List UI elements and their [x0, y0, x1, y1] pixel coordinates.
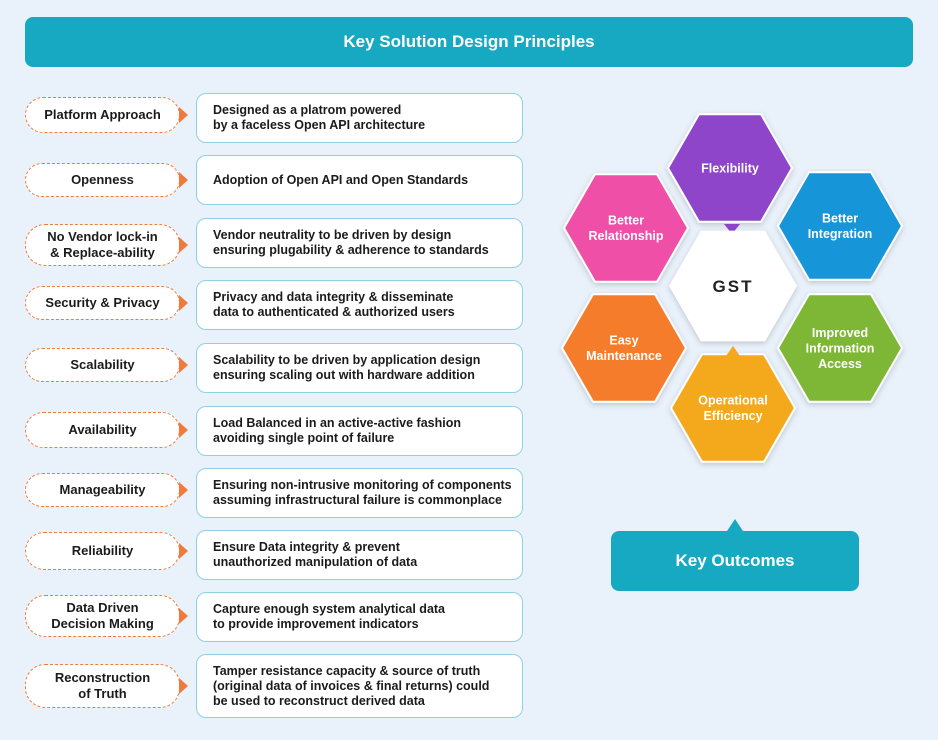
hexagon-label: Operational Efficiency	[698, 394, 767, 424]
principle-description: Scalability to be driven by application …	[213, 353, 481, 382]
principle-name: Data Driven Decision Making	[51, 600, 154, 631]
principle-description: Adoption of Open API and Open Standards	[213, 172, 469, 187]
outcome-hexagon	[777, 293, 903, 403]
principle-description-box: Adoption of Open API and Open Standards	[196, 155, 523, 205]
arrow-right-icon	[179, 295, 188, 311]
principle-description-box: Privacy and data integrity & disseminate…	[196, 280, 523, 330]
outcome-hexagon	[563, 173, 689, 283]
hexagon-label: GST	[713, 277, 754, 296]
principle-label: No Vendor lock-in & Replace-ability	[25, 224, 180, 266]
principle-description: Capture enough system analytical data to…	[213, 602, 446, 631]
principle-description-box: Tamper resistance capacity & source of t…	[196, 654, 523, 718]
outcomes-hexagon-diagram: Flexibility Better Integration Improved Info…	[561, 113, 903, 463]
principle-label: Platform Approach	[25, 97, 180, 133]
principle-description: Tamper resistance capacity & source of t…	[213, 663, 490, 708]
principle-description-box: Load Balanced in an active-active fashio…	[196, 406, 523, 456]
principle-description-box: Ensuring non-intrusive monitoring of com…	[196, 468, 523, 518]
outcome-hexagon	[777, 171, 903, 281]
principle-label: Security & Privacy	[25, 286, 180, 320]
principle-name: Scalability	[70, 357, 135, 372]
principle-label: Manageability	[25, 473, 180, 507]
principle-name: Openness	[71, 172, 134, 187]
key-outcomes-title: Key Outcomes	[675, 551, 795, 570]
outcome-hexagon	[670, 353, 796, 463]
outcomes-pointer	[727, 519, 743, 531]
arrow-right-icon	[179, 237, 188, 253]
center-hexagon	[669, 230, 797, 342]
arrow-right-icon	[179, 678, 188, 694]
principle-description-box: Designed as a platrom powered by a facel…	[196, 93, 523, 143]
principle-name: Availability	[68, 422, 137, 437]
principle-description: Ensuring non-intrusive monitoring of com…	[213, 478, 512, 507]
outcome-hexagon	[667, 113, 793, 223]
pointer-down-icon	[724, 224, 740, 234]
arrow-right-icon	[179, 172, 188, 188]
principle-description: Load Balanced in an active-active fashio…	[213, 416, 461, 445]
principle-name: Security & Privacy	[45, 295, 160, 310]
principle-label: Scalability	[25, 348, 180, 382]
principle-label: Data Driven Decision Making	[25, 595, 180, 637]
principle-name: Platform Approach	[44, 107, 161, 122]
outcome-hexagon	[561, 293, 687, 403]
pointer-up-icon	[726, 346, 740, 356]
principle-description-box: Vendor neutrality to be driven by design…	[196, 218, 523, 268]
hexagon-label: Flexibility	[701, 161, 759, 175]
arrow-right-icon	[179, 107, 188, 123]
principle-label: Reliability	[25, 532, 180, 570]
hexagon-label: Easy Maintenance	[586, 334, 662, 364]
principle-label: Reconstruction of Truth	[25, 664, 180, 708]
principle-label: Availability	[25, 412, 180, 448]
arrow-right-icon	[179, 357, 188, 373]
arrow-right-icon	[179, 608, 188, 624]
principle-description: Vendor neutrality to be driven by design…	[213, 228, 489, 257]
principle-description-box: Capture enough system analytical data to…	[196, 592, 523, 642]
hexagon-label: Better Integration	[808, 212, 873, 242]
arrow-right-icon	[179, 482, 188, 498]
key-outcomes-box: Key Outcomes	[611, 531, 859, 591]
page-title-text: Key Solution Design Principles	[343, 32, 595, 51]
principle-label: Openness	[25, 163, 180, 197]
arrow-right-icon	[179, 543, 188, 559]
principle-description: Privacy and data integrity & disseminate…	[213, 290, 455, 319]
principle-name: Reconstruction of Truth	[54, 670, 151, 701]
principle-description-box: Ensure Data integrity & prevent unauthor…	[196, 530, 523, 580]
principle-description-box: Scalability to be driven by application …	[196, 343, 523, 393]
principle-description: Designed as a platrom powered by a facel…	[213, 103, 426, 132]
page-title: Key Solution Design Principles	[25, 17, 913, 67]
principle-name: No Vendor lock-in & Replace-ability	[47, 229, 158, 260]
principle-name: Reliability	[71, 543, 134, 558]
hexagon-label: Better Relationship	[588, 214, 663, 244]
principle-description: Ensure Data integrity & prevent unauthor…	[213, 540, 418, 569]
hexagon-label: Improved Information Access	[806, 326, 875, 371]
principle-name: Manageability	[59, 482, 146, 497]
arrow-right-icon	[179, 422, 188, 438]
